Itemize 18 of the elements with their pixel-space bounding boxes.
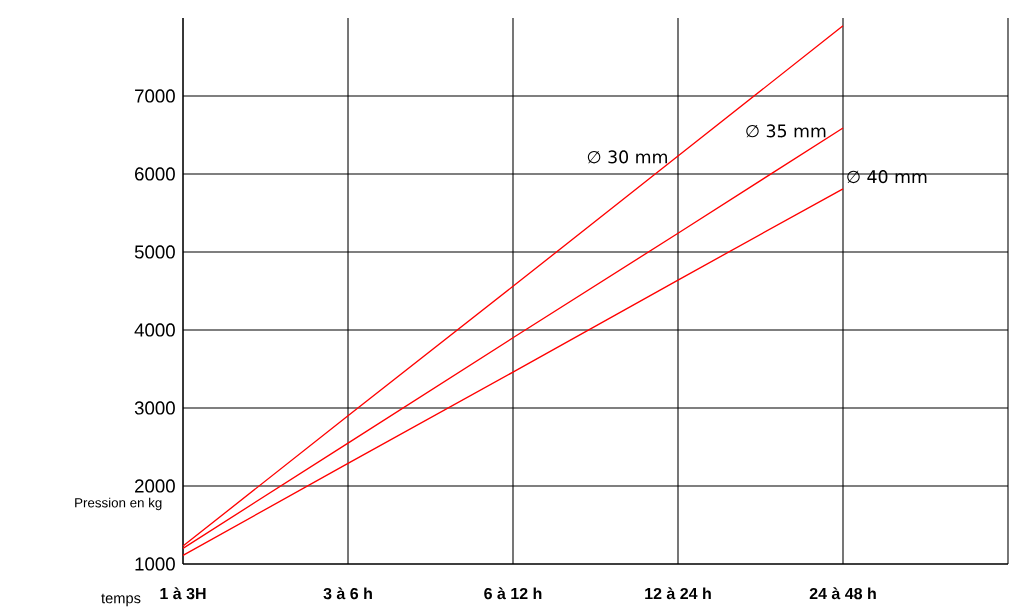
line-series [182, 188, 844, 557]
y-tick-label: 4000 [134, 323, 175, 337]
x-axis-title: temps [101, 593, 141, 607]
y-tick-label: 2000 [135, 479, 175, 493]
series-label: ∅ 35 mm [746, 124, 826, 138]
x-tick-label: 12 à 24 h [645, 587, 711, 600]
x-tick-label: 24 à 48 h [809, 587, 876, 600]
y-tick-label: 6000 [135, 167, 175, 181]
y-tick-label: 1000 [135, 557, 175, 571]
y-axis-title: Pression en kg [75, 497, 162, 511]
y-tick-label: 3000 [134, 401, 175, 415]
y-tick-label: 7000 [135, 89, 175, 103]
x-tick-label: 3 à 6 h [323, 587, 372, 600]
x-tick-label: 1 à 3H [160, 587, 206, 600]
series-label: ∅ 30 mm [587, 150, 667, 164]
x-tick-label: 6 à 12 h [484, 587, 542, 600]
y-tick-label: 5000 [134, 245, 175, 259]
series-label: ∅ 40 mm [847, 170, 927, 184]
